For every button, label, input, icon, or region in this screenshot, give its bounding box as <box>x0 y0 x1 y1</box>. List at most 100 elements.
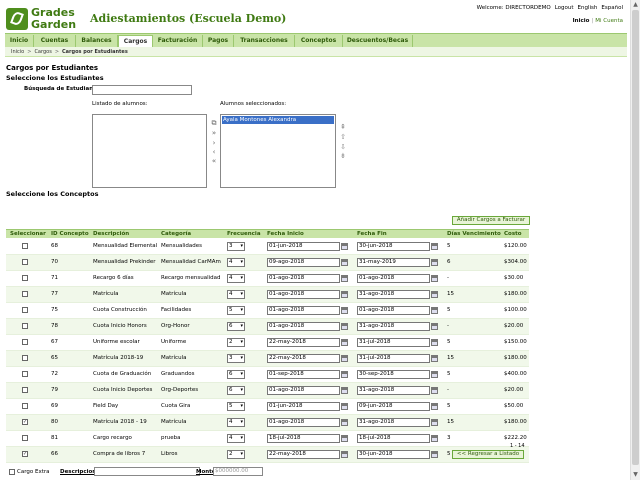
start-date-input[interactable]: 01-ago-2018 <box>267 386 340 395</box>
tab-balances[interactable]: Balances <box>76 35 118 47</box>
mi-cuenta-link[interactable]: Mi Cuenta <box>595 18 623 24</box>
frequency-select[interactable]: 4 ▾ <box>227 274 245 283</box>
english-link[interactable]: English <box>577 5 598 11</box>
calendar-icon[interactable] <box>431 403 438 410</box>
calendar-icon[interactable] <box>431 307 438 314</box>
grades-garden-logo[interactable]: Grades Garden <box>6 6 86 32</box>
calendar-icon[interactable] <box>431 339 438 346</box>
row-select-checkbox[interactable] <box>22 307 28 313</box>
row-select-checkbox[interactable] <box>22 243 28 249</box>
move-bottom-icon[interactable]: ⇟ <box>340 152 346 160</box>
row-select-checkbox[interactable] <box>22 371 28 377</box>
remove-all-icon[interactable]: « <box>211 157 217 165</box>
start-date-input[interactable]: 01-sep-2018 <box>267 370 340 379</box>
frequency-select[interactable]: 3 ▾ <box>227 354 245 363</box>
calendar-icon[interactable] <box>341 291 348 298</box>
calendar-icon[interactable] <box>341 259 348 266</box>
frequency-select[interactable]: 5 ▾ <box>227 306 245 315</box>
move-up-icon[interactable]: ⇧ <box>340 133 346 141</box>
start-date-input[interactable]: 01-jun-2018 <box>267 402 340 411</box>
calendar-icon[interactable] <box>431 275 438 282</box>
student-list[interactable] <box>92 114 207 188</box>
calendar-icon[interactable] <box>431 451 438 458</box>
inicio-link[interactable]: Inicio <box>572 18 590 24</box>
start-date-input[interactable]: 01-ago-2018 <box>267 306 340 315</box>
end-date-input[interactable]: 18-jul-2018 <box>357 434 430 443</box>
calendar-icon[interactable] <box>341 339 348 346</box>
scroll-up-icon[interactable]: ▲ <box>633 1 638 8</box>
calendar-icon[interactable] <box>431 259 438 266</box>
tab-descuentos-becas[interactable]: Descuentos/Becas <box>343 35 413 47</box>
tab-conceptos[interactable]: Conceptos <box>295 35 343 47</box>
student-search-input[interactable] <box>92 85 192 95</box>
row-select-checkbox[interactable]: ✓ <box>22 419 28 425</box>
frequency-select[interactable]: 4 ▾ <box>227 290 245 299</box>
calendar-icon[interactable] <box>431 419 438 426</box>
end-date-input[interactable]: 30-jun-2018 <box>357 450 430 459</box>
start-date-input[interactable]: 09-ago-2018 <box>267 258 340 267</box>
espanol-link[interactable]: Español <box>601 5 623 11</box>
frequency-select[interactable]: 5 ▾ <box>227 402 245 411</box>
end-date-input[interactable]: 31-ago-2018 <box>357 418 430 427</box>
breadcrumb-inicio[interactable]: Inicio <box>11 49 25 55</box>
tab-transacciones[interactable]: Transacciones <box>234 35 295 47</box>
frequency-select[interactable]: 6 ▾ <box>227 386 245 395</box>
start-date-input[interactable]: 22-may-2018 <box>267 338 340 347</box>
tab-cargos[interactable]: Cargos <box>118 35 153 48</box>
row-select-checkbox[interactable] <box>22 435 28 441</box>
calendar-icon[interactable] <box>341 419 348 426</box>
move-top-icon[interactable]: ⇞ <box>340 123 346 131</box>
move-left-icon[interactable]: ‹ <box>212 148 216 156</box>
row-select-checkbox[interactable] <box>22 259 28 265</box>
row-select-checkbox[interactable] <box>22 323 28 329</box>
end-date-input[interactable]: 31-ago-2018 <box>357 290 430 299</box>
calendar-icon[interactable] <box>341 451 348 458</box>
calendar-icon[interactable] <box>431 243 438 250</box>
calendar-icon[interactable] <box>431 323 438 330</box>
end-date-input[interactable]: 01-ago-2018 <box>357 274 430 283</box>
selected-students-list[interactable]: Ayala Montones Alexandra <box>220 114 336 188</box>
end-date-input[interactable]: 31-jul-2018 <box>357 354 430 363</box>
start-date-input[interactable]: 01-ago-2018 <box>267 290 340 299</box>
scrollbar-thumb[interactable] <box>632 10 639 465</box>
row-select-checkbox[interactable] <box>22 339 28 345</box>
vertical-scrollbar[interactable]: ▲ ▼ <box>630 0 640 480</box>
frequency-select[interactable]: 6 ▾ <box>227 322 245 331</box>
calendar-icon[interactable] <box>341 355 348 362</box>
start-date-input[interactable]: 01-ago-2018 <box>267 322 340 331</box>
row-select-checkbox[interactable] <box>22 355 28 361</box>
calendar-icon[interactable] <box>431 371 438 378</box>
logout-link[interactable]: Logout <box>554 5 574 11</box>
calendar-icon[interactable] <box>341 403 348 410</box>
calendar-icon[interactable] <box>341 371 348 378</box>
add-charges-button[interactable]: Añadir Cargos a Facturar <box>452 216 530 225</box>
tab-cuentas[interactable]: Cuentas <box>34 35 76 47</box>
row-select-checkbox[interactable] <box>22 275 28 281</box>
start-date-input[interactable]: 01-ago-2018 <box>267 274 340 283</box>
start-date-input[interactable]: 18-jul-2018 <box>267 434 340 443</box>
breadcrumb-cargos[interactable]: Cargos <box>34 49 52 55</box>
calendar-icon[interactable] <box>431 291 438 298</box>
frequency-select[interactable]: 2 ▾ <box>227 450 245 459</box>
frequency-select[interactable]: 4 ▾ <box>227 418 245 427</box>
calendar-icon[interactable] <box>431 435 438 442</box>
extra-description-input[interactable] <box>94 467 200 476</box>
frequency-select[interactable]: 6 ▾ <box>227 370 245 379</box>
end-date-input[interactable]: 31-may-2019 <box>357 258 430 267</box>
calendar-icon[interactable] <box>341 243 348 250</box>
end-date-input[interactable]: 01-ago-2018 <box>357 306 430 315</box>
calendar-icon[interactable] <box>341 323 348 330</box>
end-date-input[interactable]: 09-jun-2018 <box>357 402 430 411</box>
start-date-input[interactable]: 01-ago-2018 <box>267 418 340 427</box>
start-date-input[interactable]: 22-may-2018 <box>267 450 340 459</box>
calendar-icon[interactable] <box>431 355 438 362</box>
row-select-checkbox[interactable]: ✓ <box>22 451 28 457</box>
tab-inicio[interactable]: Inicio <box>5 35 34 47</box>
end-date-input[interactable]: 31-ago-2018 <box>357 322 430 331</box>
tab-pagos[interactable]: Pagos <box>203 35 234 47</box>
tab-facturacion[interactable]: Facturación <box>153 35 203 47</box>
back-to-list-button[interactable]: << Regresar a Listado <box>452 450 524 459</box>
frequency-select[interactable]: 2 ▾ <box>227 338 245 347</box>
calendar-icon[interactable] <box>341 435 348 442</box>
start-date-input[interactable]: 01-jun-2018 <box>267 242 340 251</box>
